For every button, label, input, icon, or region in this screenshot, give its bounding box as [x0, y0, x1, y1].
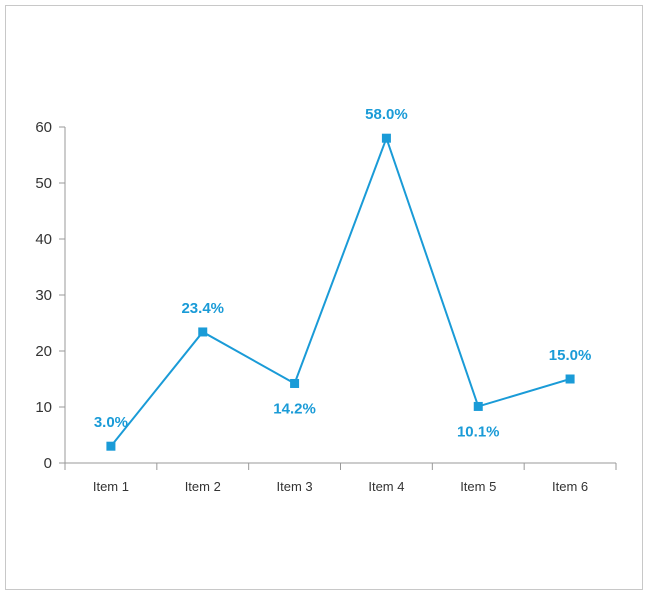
x-tick-label: Item 4 [368, 479, 404, 494]
series-line [110, 135, 571, 447]
chart-frame [5, 5, 643, 590]
data-label: 58.0% [365, 106, 408, 123]
y-tick-label: 30 [35, 287, 52, 304]
x-tick-label: Item 3 [277, 479, 313, 494]
y-tick-label: 10 [35, 399, 52, 416]
y-tick-label: 40 [35, 231, 52, 248]
data-label: 10.1% [457, 423, 500, 440]
data-label: 3.0% [94, 414, 128, 431]
x-tick-label: Item 6 [552, 479, 588, 494]
data-label: 14.2% [273, 400, 316, 417]
y-tick-label: 50 [35, 175, 52, 192]
x-tick-label: Item 5 [460, 479, 496, 494]
x-tick-label: Item 2 [185, 479, 221, 494]
y-tick-label: 0 [44, 455, 52, 472]
x-tick-label: Item 1 [93, 479, 129, 494]
data-label: 23.4% [181, 300, 224, 317]
data-point [565, 374, 575, 384]
series-group [110, 135, 571, 447]
data-point [198, 327, 208, 337]
data-point [381, 133, 391, 143]
data-labels: 3.0% 23.4% 14.2% 58.0% 10.1% 15.0% [94, 106, 592, 440]
data-point [473, 401, 483, 411]
data-label: 15.0% [549, 347, 592, 364]
y-tick-labels: 0 10 20 30 40 50 60 [35, 119, 52, 472]
y-tick-label: 60 [35, 119, 52, 136]
data-point [290, 378, 300, 388]
axes [59, 126, 617, 470]
data-points [106, 133, 575, 451]
x-tick-labels: Item 1 Item 2 Item 3 Item 4 Item 5 Item 6 [93, 479, 588, 494]
data-point [106, 441, 116, 451]
y-tick-label: 20 [35, 343, 52, 360]
